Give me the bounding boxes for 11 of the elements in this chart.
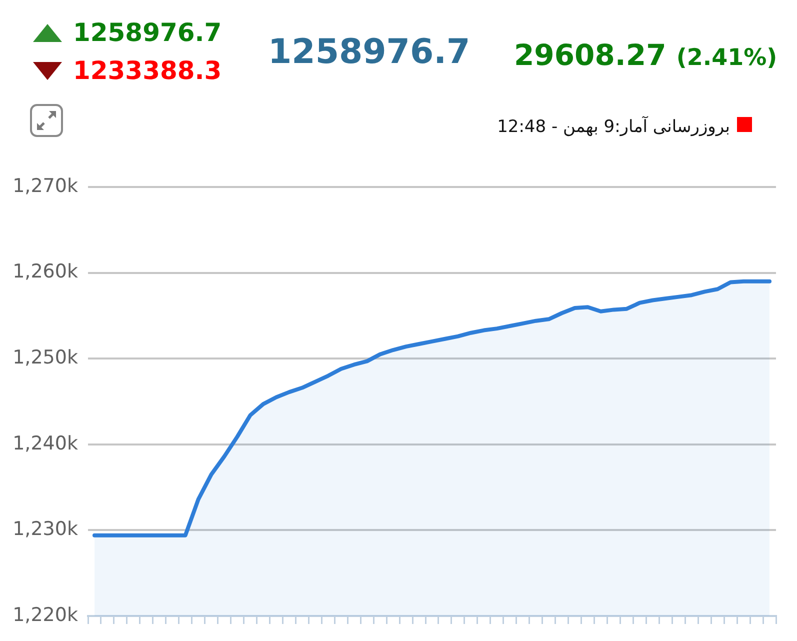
text: 1258976.7 — [73, 18, 222, 48]
chart-subtitle: 29608.27 (2.41%) — [514, 38, 778, 72]
y-tick-label: 1,250k — [12, 346, 78, 369]
text: 1233388.3 — [73, 56, 222, 86]
y-tick-label: 1,220k — [12, 604, 78, 626]
text: بروزرسانی آمار:9 بهمن - 12:48 — [497, 116, 730, 138]
chart-title: 1258976.7 — [268, 31, 470, 73]
y-tick-label: 1,240k — [12, 432, 78, 454]
y-tick-label: 1,270k — [12, 174, 78, 197]
y-tick-label: 1,230k — [12, 518, 78, 540]
y-tick-label: 1,260k — [12, 260, 78, 283]
